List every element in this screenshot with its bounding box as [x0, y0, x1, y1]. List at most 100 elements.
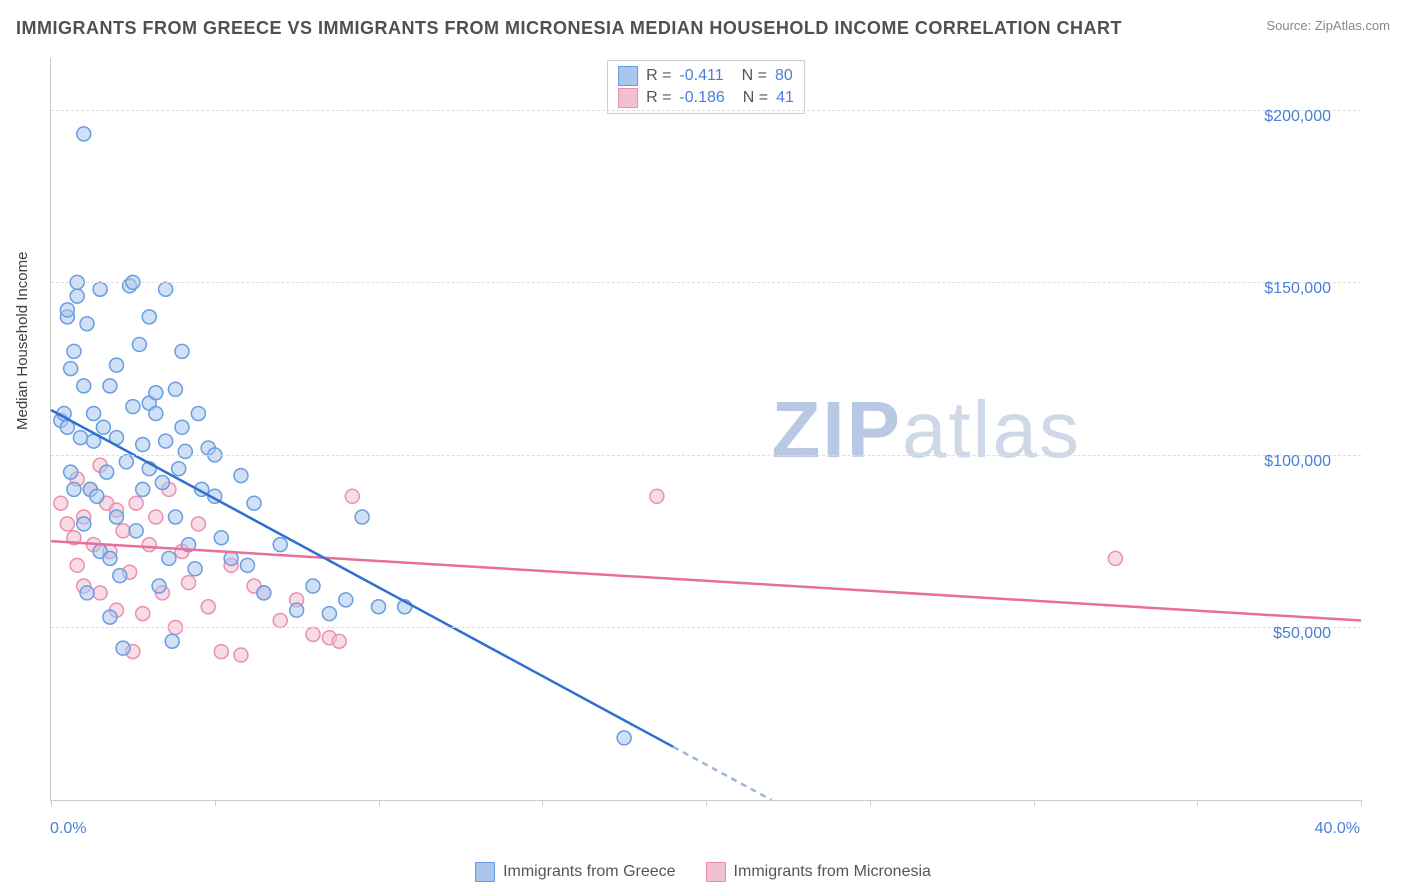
- gridline: [51, 455, 1361, 456]
- legend-item-b: Immigrants from Micronesia: [706, 862, 931, 882]
- data-point: [103, 551, 117, 565]
- data-point: [90, 489, 104, 503]
- data-point: [191, 517, 205, 531]
- data-point: [273, 538, 287, 552]
- data-point: [257, 586, 271, 600]
- data-point: [64, 465, 78, 479]
- gridline: [51, 627, 1361, 628]
- data-point: [136, 607, 150, 621]
- data-point: [149, 510, 163, 524]
- source-attribution: Source: ZipAtlas.com: [1266, 18, 1390, 33]
- x-tick: [706, 800, 707, 806]
- data-point: [214, 645, 228, 659]
- data-point: [116, 524, 130, 538]
- chart-area: ZIPatlas R = -0.411 N = 80 R = -0.186 N …: [50, 58, 1361, 801]
- swatch-series-a: [475, 862, 495, 882]
- data-point: [93, 586, 107, 600]
- data-point: [234, 469, 248, 483]
- y-tick-label: $50,000: [1273, 625, 1331, 643]
- data-point: [372, 600, 386, 614]
- data-point: [67, 344, 81, 358]
- data-point: [60, 517, 74, 531]
- series-legend: Immigrants from Greece Immigrants from M…: [0, 862, 1406, 882]
- x-tick: [1361, 800, 1362, 806]
- data-point: [93, 282, 107, 296]
- data-point: [1108, 551, 1122, 565]
- data-point: [175, 344, 189, 358]
- x-tick: [1034, 800, 1035, 806]
- data-point: [149, 386, 163, 400]
- data-point: [110, 358, 124, 372]
- data-point: [650, 489, 664, 503]
- data-point: [152, 579, 166, 593]
- data-point: [168, 382, 182, 396]
- x-axis-end-label: 40.0%: [1315, 820, 1360, 838]
- series-b-label: Immigrants from Micronesia: [734, 863, 931, 881]
- data-point: [80, 317, 94, 331]
- x-tick: [215, 800, 216, 806]
- x-tick: [870, 800, 871, 806]
- data-point: [132, 337, 146, 351]
- series-a-label: Immigrants from Greece: [503, 863, 675, 881]
- y-axis-label: Median Household Income: [14, 252, 31, 430]
- data-point: [247, 496, 261, 510]
- data-point: [80, 586, 94, 600]
- data-point: [214, 531, 228, 545]
- data-point: [172, 462, 186, 476]
- data-point: [126, 400, 140, 414]
- gridline: [51, 110, 1361, 111]
- trend-line: [673, 747, 771, 800]
- data-point: [129, 496, 143, 510]
- data-point: [345, 489, 359, 503]
- data-point: [64, 362, 78, 376]
- data-point: [96, 420, 110, 434]
- data-point: [241, 558, 255, 572]
- data-point: [168, 510, 182, 524]
- data-point: [70, 558, 84, 572]
- data-point: [136, 482, 150, 496]
- y-tick-label: $200,000: [1264, 108, 1331, 126]
- data-point: [103, 379, 117, 393]
- data-point: [77, 127, 91, 141]
- data-point: [70, 289, 84, 303]
- data-point: [149, 406, 163, 420]
- chart-title: IMMIGRANTS FROM GREECE VS IMMIGRANTS FRO…: [16, 18, 1122, 39]
- y-tick-label: $150,000: [1264, 280, 1331, 298]
- data-point: [136, 438, 150, 452]
- data-point: [67, 482, 81, 496]
- data-point: [100, 465, 114, 479]
- data-point: [110, 510, 124, 524]
- data-point: [322, 607, 336, 621]
- x-tick: [542, 800, 543, 806]
- data-point: [162, 551, 176, 565]
- data-point: [178, 444, 192, 458]
- y-tick-label: $100,000: [1264, 453, 1331, 471]
- data-point: [191, 406, 205, 420]
- trend-line: [51, 410, 673, 747]
- data-point: [306, 627, 320, 641]
- data-point: [87, 406, 101, 420]
- scatter-plot-svg: [51, 58, 1361, 800]
- data-point: [201, 600, 215, 614]
- data-point: [77, 517, 91, 531]
- data-point: [60, 303, 74, 317]
- data-point: [234, 648, 248, 662]
- legend-item-a: Immigrants from Greece: [475, 862, 675, 882]
- x-tick: [379, 800, 380, 806]
- data-point: [159, 282, 173, 296]
- data-point: [73, 431, 87, 445]
- data-point: [355, 510, 369, 524]
- gridline: [51, 282, 1361, 283]
- x-axis-start-label: 0.0%: [50, 820, 86, 838]
- data-point: [155, 475, 169, 489]
- trend-line: [51, 541, 1361, 620]
- data-point: [188, 562, 202, 576]
- data-point: [116, 641, 130, 655]
- data-point: [142, 538, 156, 552]
- data-point: [103, 610, 117, 624]
- data-point: [273, 614, 287, 628]
- data-point: [129, 524, 143, 538]
- data-point: [617, 731, 631, 745]
- data-point: [175, 420, 189, 434]
- swatch-series-b: [706, 862, 726, 882]
